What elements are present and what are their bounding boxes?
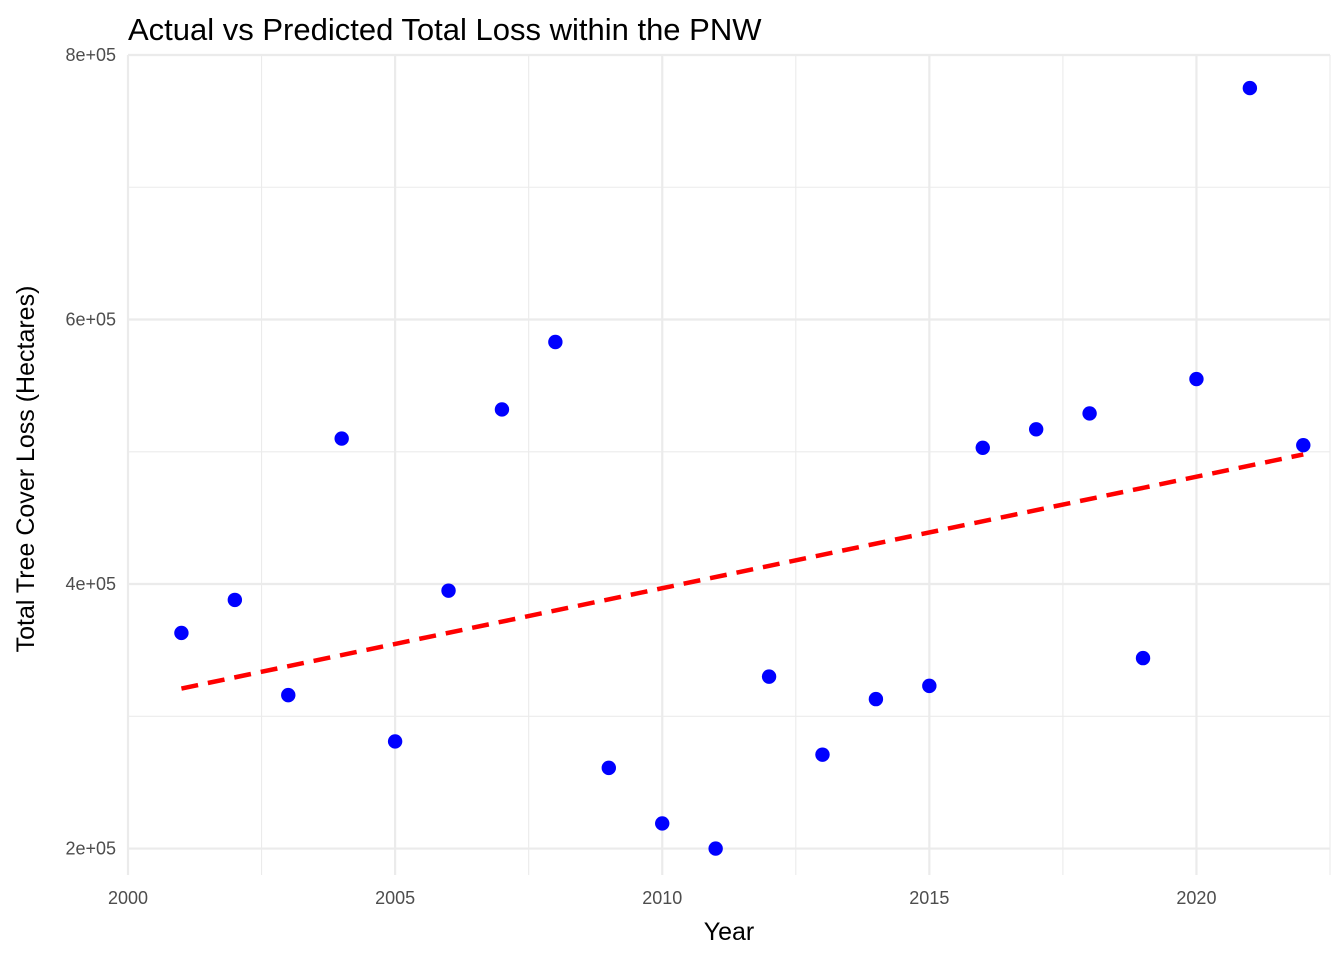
data-point — [334, 431, 349, 446]
data-point — [922, 678, 937, 694]
data-point — [1296, 437, 1311, 453]
y-tick-label: 8e+05 — [65, 45, 116, 65]
chart-title: Actual vs Predicted Total Loss within th… — [128, 12, 762, 47]
x-tick-label: 2000 — [108, 888, 148, 908]
y-tick-label: 2e+05 — [65, 839, 116, 859]
data-point — [601, 760, 616, 776]
data-point — [868, 691, 884, 707]
data-point — [655, 816, 670, 831]
data-point — [281, 687, 296, 703]
data-point — [1189, 371, 1204, 387]
data-point — [815, 747, 830, 762]
data-point — [494, 402, 510, 417]
grid — [126, 53, 1331, 875]
y-tick-label: 6e+05 — [65, 310, 116, 330]
data-point — [387, 734, 403, 749]
x-axis-ticks: 2000 2005 2010 2015 2020 — [108, 888, 1216, 908]
data-point — [548, 334, 563, 350]
x-tick-label: 2010 — [642, 888, 682, 908]
x-tick-label: 2015 — [909, 888, 949, 908]
y-axis-title: Total Tree Cover Loss (Hectares) — [12, 286, 40, 653]
trend-line — [180, 452, 1304, 691]
data-point — [441, 583, 456, 598]
data-point — [1135, 650, 1151, 666]
data-point — [1082, 406, 1097, 421]
x-tick-label: 2005 — [375, 888, 415, 908]
trend-line-layer — [180, 452, 1304, 691]
data-point — [761, 669, 777, 684]
data-point — [1242, 80, 1258, 96]
data-point — [174, 625, 189, 641]
data-point — [227, 592, 243, 608]
data-point — [1028, 422, 1044, 437]
y-axis-ticks: 2e+05 4e+05 6e+05 8e+05 — [65, 45, 116, 859]
x-tick-label: 2020 — [1176, 888, 1216, 908]
points-layer — [174, 80, 1311, 856]
y-tick-label: 4e+05 — [65, 574, 116, 594]
data-point — [708, 841, 723, 856]
x-axis-title: Year — [704, 918, 755, 946]
data-point — [975, 440, 990, 456]
